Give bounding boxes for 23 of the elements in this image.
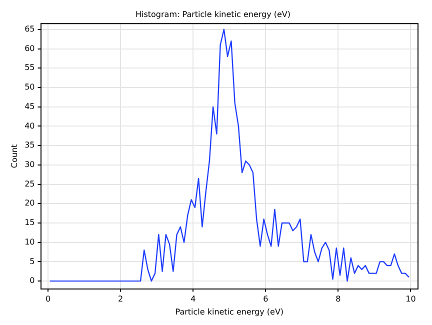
y-tick-label: 30 — [24, 160, 35, 169]
y-tick-label: 45 — [24, 102, 35, 111]
y-tick-label: 25 — [24, 179, 35, 188]
y-tick-label: 5 — [30, 256, 35, 266]
y-tick-label: 50 — [24, 82, 35, 92]
y-tick-label: 0 — [30, 276, 35, 286]
y-tick-label: 15 — [24, 218, 35, 228]
x-tick-label: 8 — [336, 294, 341, 304]
y-tick-label: 55 — [24, 63, 35, 72]
y-axis-title: Count — [10, 144, 19, 168]
x-tick-label: 4 — [190, 294, 196, 304]
x-axis-title: Particle kinetic energy (eV) — [175, 307, 284, 316]
x-tick-label: 2 — [118, 294, 124, 304]
y-tick-label: 20 — [24, 198, 35, 208]
chart-title: Histogram: Particle kinetic energy (eV) — [135, 10, 291, 19]
x-tick-label: 0 — [45, 294, 51, 304]
y-tick-label: 40 — [24, 121, 35, 130]
x-tick-label: 6 — [263, 294, 268, 304]
y-tick-label: 65 — [24, 24, 35, 34]
y-tick-label: 10 — [24, 237, 35, 246]
y-tick-label: 60 — [24, 44, 35, 53]
y-tick-label: 35 — [24, 140, 35, 150]
x-tick-label: 10 — [406, 294, 416, 304]
